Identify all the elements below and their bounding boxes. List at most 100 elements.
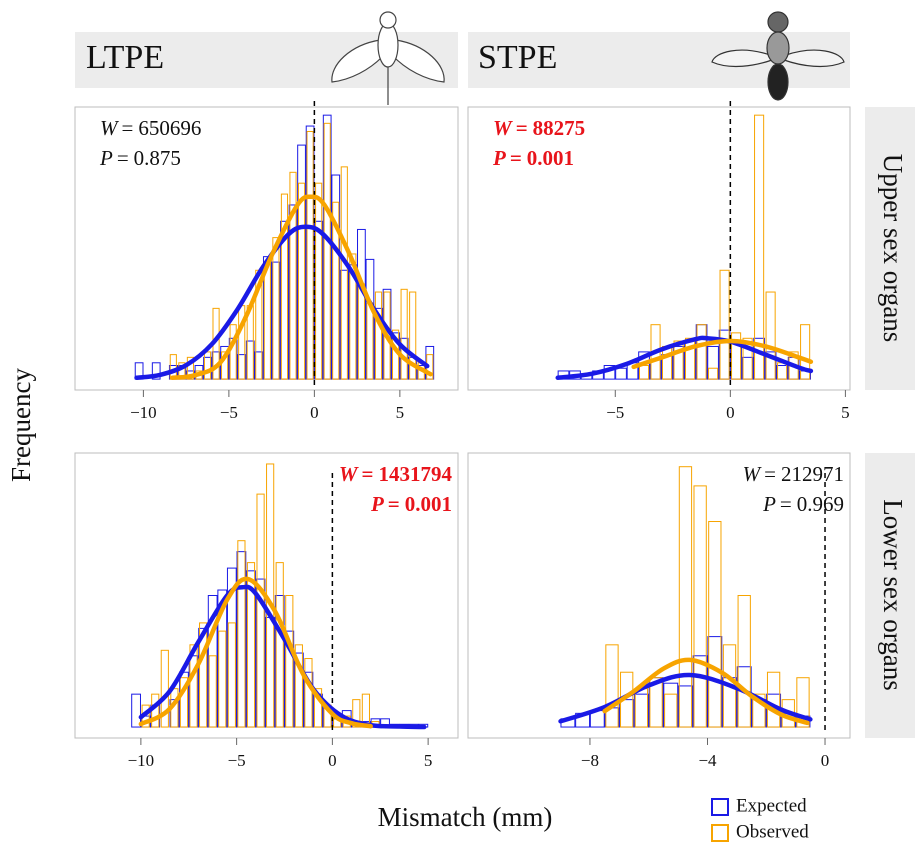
histogram-bar [203,351,212,380]
density-curve [138,584,427,730]
histogram-bar [208,655,217,728]
stat-value: 212971 [781,462,844,486]
histogram-bar [218,630,227,728]
histogram-bar [294,644,303,728]
histogram-bar [752,693,766,728]
x-tick-label: 0 [310,403,319,422]
stat-sign: = [362,462,374,486]
histogram-bar [189,644,198,728]
histogram-bar [352,699,361,728]
x-tick-label: −5 [606,403,624,422]
y-axis-label: Frequency [6,368,36,482]
density-curve [555,335,814,381]
histogram-bar [306,130,314,380]
histogram-bar [297,182,306,380]
stat-value: 88275 [533,116,586,140]
stat-annotation: W = 212971 [743,462,844,486]
panel-frame [467,452,851,739]
panel-frame [467,106,851,391]
density-curve [631,338,814,370]
density-curve [558,672,813,724]
histogram-bar [374,291,383,380]
histogram-bar [340,166,348,380]
x-tick-label: 0 [726,403,735,422]
panel-frame [74,106,459,391]
histogram-bar [237,540,246,728]
stat-value: 0.001 [405,492,452,516]
stat-value: 1431794 [379,462,453,486]
histogram-bar [708,521,722,728]
row-header-box [865,107,915,390]
stat-annotation: W = 88275 [493,116,585,140]
x-tick-label: 5 [841,403,850,422]
stat-sign: = [516,116,528,140]
x-tick-label: −10 [130,403,157,422]
histogram-bar [605,644,619,728]
histogram-bar [272,237,280,380]
ltpe-icon [331,11,445,105]
row-header: Upper sex organs [878,154,908,342]
histogram-bar [649,677,663,728]
stat-symbol: P [492,146,506,170]
histogram-bar [696,324,707,380]
stat-sign: = [117,146,129,170]
histogram-bar [719,269,730,380]
stat-symbol: W [493,116,513,140]
column-header: LTPE [86,39,164,76]
stat-sign: = [780,492,792,516]
stat-symbol: W [100,116,120,140]
histogram-bar [280,193,289,380]
stat-symbol: P [99,146,113,170]
density-curve [602,657,810,726]
histogram-bar [289,171,297,380]
histogram-bar [400,288,408,380]
stat-value: 650696 [138,116,201,140]
histogram-bar [313,688,323,728]
x-tick-label: −5 [228,751,246,770]
x-tick-label: 5 [396,403,405,422]
histogram-bar [796,677,810,728]
stat-value: 0.969 [797,492,844,516]
histogram-bar [731,332,742,380]
stat-sign: = [388,492,400,516]
histogram-bar [742,337,753,380]
histogram-bar [409,291,417,380]
legend-label: Expected [736,795,807,816]
histogram-bar [693,485,707,728]
stat-annotation: P = 0.001 [492,146,574,170]
column-header: STPE [478,39,557,76]
histogram-bar [199,622,208,728]
histogram-bar [151,362,161,380]
stpe-icon [711,11,845,101]
histogram-bar [221,351,229,380]
x-tick-label: 5 [424,751,433,770]
histogram-bar [349,253,357,380]
stat-symbol: P [762,492,776,516]
stat-sign: = [764,462,776,486]
histogram-bar [673,340,684,380]
stat-annotation: P = 0.875 [99,146,181,170]
x-tick-label: 0 [328,751,337,770]
histogram-bar [766,671,781,728]
x-tick-label: 0 [821,751,830,770]
histogram-bar [304,658,313,728]
legend-swatch [711,798,729,816]
stat-sign: = [122,116,134,140]
histogram-bar [160,649,169,728]
legend-label: Observed [736,821,809,842]
row-header: Lower sex organs [878,499,908,690]
histogram-bar [737,595,751,728]
stat-annotation: P = 0.001 [370,492,452,516]
histogram-bar [131,693,141,728]
density-curve [138,576,373,729]
stat-sign: = [510,146,522,170]
histogram-bar [186,356,194,380]
histogram-bar [332,201,340,380]
histogram-bar [285,595,294,728]
